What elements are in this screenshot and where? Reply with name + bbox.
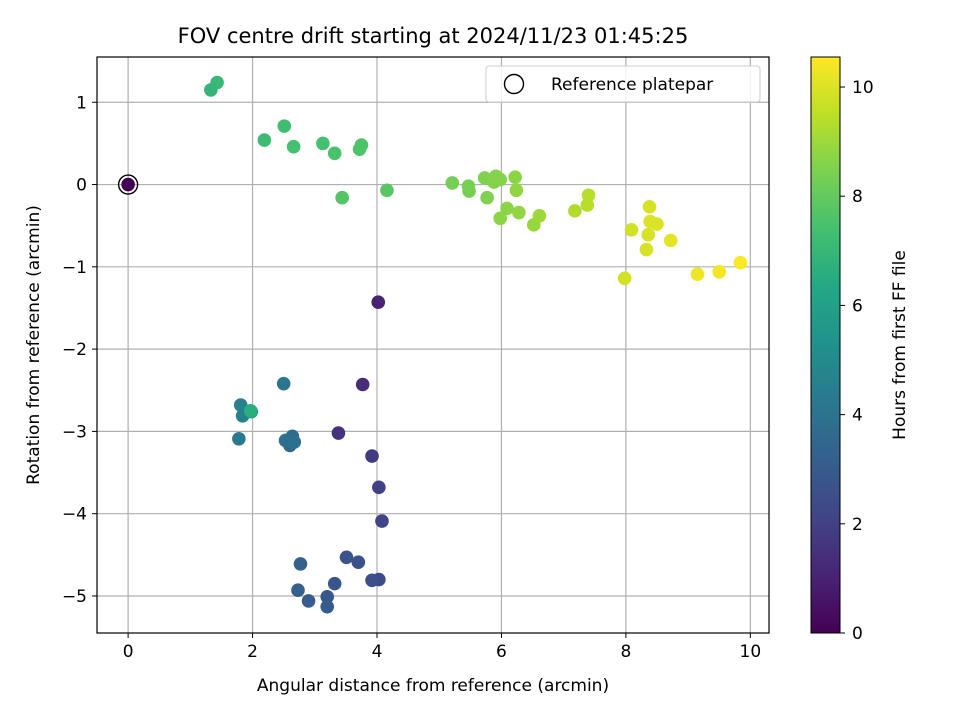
data-point — [493, 211, 508, 226]
y-axis-label: Rotation from reference (arcmin) — [24, 205, 44, 485]
chart-title: FOV centre drift starting at 2024/11/23 … — [178, 24, 689, 48]
data-point — [733, 255, 748, 270]
data-point — [371, 295, 386, 310]
data-point — [568, 204, 582, 218]
plot-frame — [96, 56, 770, 634]
data-point — [372, 480, 386, 495]
y-tick-label: −1 — [62, 258, 87, 278]
colorbar-gradient — [810, 56, 841, 634]
data-point — [232, 432, 246, 446]
data-point — [331, 426, 346, 440]
legend-marker — [503, 73, 525, 95]
y-tick-label: −2 — [62, 340, 87, 360]
data-point — [339, 550, 354, 565]
colorbar-tick-label: 6 — [852, 296, 863, 316]
y-tick-label: 1 — [76, 93, 87, 113]
data-point — [243, 404, 258, 418]
data-point — [277, 119, 292, 133]
x-tick-label: 8 — [620, 642, 631, 662]
data-point — [316, 136, 330, 151]
x-tick-label: 2 — [247, 642, 258, 662]
data-point — [500, 201, 514, 216]
data-point — [287, 435, 302, 449]
data-point — [257, 133, 272, 147]
colorbar-tick-label: 4 — [852, 406, 863, 426]
data-point — [327, 576, 342, 591]
y-tick-label: 0 — [76, 176, 87, 196]
data-point — [301, 594, 316, 608]
data-point — [375, 514, 389, 528]
colorbar-tick-label: 0 — [852, 624, 863, 644]
data-point — [509, 183, 524, 198]
grid-lines — [97, 57, 769, 633]
data-point — [712, 264, 727, 279]
legend: Reference platepar — [485, 65, 761, 103]
x-tick-label: 0 — [123, 642, 134, 662]
data-point — [233, 398, 248, 412]
data-point — [354, 138, 369, 152]
reference-marker — [117, 174, 139, 195]
x-axis-ticks: 0 2 4 6 8 10 — [123, 633, 761, 662]
data-point — [580, 198, 595, 212]
colorbar-ticks: 0 2 4 6 8 10 — [840, 78, 874, 644]
data-point — [320, 589, 335, 604]
data-point — [351, 555, 366, 570]
data-point — [639, 242, 654, 257]
data-point — [690, 267, 705, 282]
data-point — [365, 449, 379, 463]
colorbar-tick-label: 2 — [852, 515, 863, 535]
data-point — [380, 183, 394, 198]
data-point — [512, 205, 526, 220]
data-point — [624, 223, 639, 237]
y-axis-ticks: 1 0 −1 −2 −3 −4 −5 — [62, 93, 97, 607]
data-points — [121, 75, 748, 614]
data-point — [276, 376, 291, 391]
data-point — [327, 146, 342, 161]
colorbar-tick-label: 8 — [852, 187, 863, 207]
data-point — [291, 583, 305, 598]
legend-box — [485, 65, 761, 103]
data-point — [335, 190, 349, 205]
data-point — [650, 217, 664, 231]
data-point — [663, 233, 678, 248]
data-point — [355, 377, 370, 392]
data-point — [365, 573, 379, 588]
legend-label: Reference platepar — [551, 75, 713, 95]
data-point — [617, 271, 632, 286]
x-tick-label: 6 — [496, 642, 507, 662]
x-tick-label: 4 — [372, 642, 383, 662]
data-point — [581, 188, 596, 203]
data-point — [642, 199, 657, 214]
data-point — [532, 209, 547, 223]
data-point — [480, 190, 494, 205]
data-point — [286, 139, 301, 154]
data-point — [493, 172, 508, 187]
y-tick-label: −4 — [62, 505, 87, 525]
data-point — [508, 170, 522, 184]
y-tick-label: −3 — [62, 422, 87, 442]
data-point — [462, 184, 476, 198]
x-tick-label: 10 — [740, 642, 762, 662]
colorbar-tick-label: 10 — [852, 78, 874, 98]
y-tick-label: −5 — [62, 587, 87, 607]
data-point — [293, 557, 308, 571]
x-axis-label: Angular distance from reference (arcmin) — [257, 676, 609, 696]
data-point — [641, 227, 656, 242]
data-point — [445, 176, 460, 190]
data-point — [121, 177, 135, 192]
colorbar: 0 2 4 6 8 10 Hours from first FF file — [810, 56, 910, 644]
reference-platepar-marker — [117, 174, 139, 195]
data-point — [320, 599, 335, 614]
colorbar-label: Hours from first FF file — [890, 250, 910, 440]
data-point — [210, 75, 224, 90]
